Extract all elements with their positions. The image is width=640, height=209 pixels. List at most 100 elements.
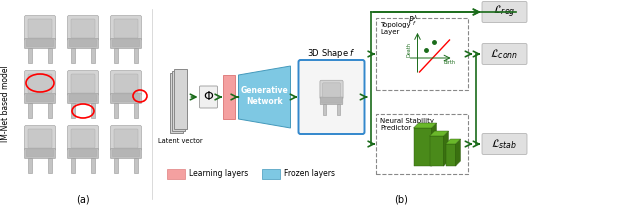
FancyBboxPatch shape — [28, 19, 52, 38]
FancyBboxPatch shape — [24, 38, 56, 48]
Text: Birth: Birth — [444, 60, 456, 65]
Polygon shape — [239, 66, 291, 128]
FancyBboxPatch shape — [47, 149, 51, 158]
FancyBboxPatch shape — [200, 86, 218, 108]
FancyBboxPatch shape — [90, 39, 93, 48]
Text: $\mathcal{L}_{stab}$: $\mathcal{L}_{stab}$ — [492, 137, 518, 151]
Text: Generative
Network: Generative Network — [241, 86, 289, 106]
FancyBboxPatch shape — [71, 158, 75, 173]
FancyBboxPatch shape — [24, 15, 56, 41]
Text: Frozen layers: Frozen layers — [284, 169, 335, 178]
FancyBboxPatch shape — [91, 103, 95, 118]
Polygon shape — [445, 139, 461, 144]
Text: Topology
Layer: Topology Layer — [381, 22, 411, 35]
FancyBboxPatch shape — [71, 129, 95, 148]
FancyBboxPatch shape — [320, 80, 343, 99]
FancyBboxPatch shape — [134, 94, 136, 103]
FancyBboxPatch shape — [70, 149, 97, 157]
Text: Neural Stability
Predictor: Neural Stability Predictor — [381, 118, 435, 131]
Polygon shape — [456, 139, 461, 166]
Text: $\Phi$: $\Phi$ — [203, 89, 214, 102]
FancyBboxPatch shape — [48, 48, 52, 63]
FancyBboxPatch shape — [90, 149, 93, 158]
FancyBboxPatch shape — [70, 94, 97, 102]
FancyBboxPatch shape — [167, 169, 185, 179]
Text: (b): (b) — [394, 194, 408, 204]
FancyBboxPatch shape — [24, 149, 56, 158]
FancyBboxPatch shape — [90, 94, 93, 103]
FancyBboxPatch shape — [72, 39, 76, 48]
FancyBboxPatch shape — [114, 129, 138, 148]
FancyBboxPatch shape — [67, 93, 99, 103]
FancyBboxPatch shape — [323, 83, 340, 97]
FancyBboxPatch shape — [322, 98, 341, 103]
FancyBboxPatch shape — [445, 144, 456, 166]
FancyBboxPatch shape — [47, 94, 51, 103]
FancyBboxPatch shape — [28, 129, 52, 148]
FancyBboxPatch shape — [482, 1, 527, 23]
FancyBboxPatch shape — [26, 149, 54, 157]
FancyBboxPatch shape — [29, 94, 33, 103]
Text: $\mathcal{L}_{reg}$: $\mathcal{L}_{reg}$ — [493, 4, 516, 20]
FancyBboxPatch shape — [134, 48, 138, 63]
Text: (a): (a) — [76, 194, 90, 204]
FancyBboxPatch shape — [134, 39, 136, 48]
FancyBboxPatch shape — [115, 94, 118, 103]
FancyBboxPatch shape — [26, 94, 54, 102]
FancyBboxPatch shape — [47, 39, 51, 48]
FancyBboxPatch shape — [28, 74, 52, 93]
FancyBboxPatch shape — [67, 149, 99, 158]
FancyBboxPatch shape — [72, 149, 76, 158]
FancyBboxPatch shape — [114, 103, 118, 118]
FancyBboxPatch shape — [71, 19, 95, 38]
FancyBboxPatch shape — [114, 74, 138, 93]
FancyBboxPatch shape — [67, 125, 99, 150]
FancyBboxPatch shape — [113, 40, 140, 46]
FancyBboxPatch shape — [67, 70, 99, 96]
FancyBboxPatch shape — [24, 70, 56, 96]
FancyBboxPatch shape — [29, 149, 33, 158]
FancyBboxPatch shape — [48, 158, 52, 173]
FancyBboxPatch shape — [91, 48, 95, 63]
FancyBboxPatch shape — [114, 48, 118, 63]
FancyBboxPatch shape — [111, 125, 141, 150]
FancyBboxPatch shape — [111, 15, 141, 41]
FancyBboxPatch shape — [134, 158, 138, 173]
FancyBboxPatch shape — [337, 104, 340, 115]
Text: Latent vector: Latent vector — [157, 138, 202, 144]
FancyBboxPatch shape — [113, 94, 140, 102]
Text: $P_f^{\lambda}$: $P_f^{\lambda}$ — [408, 13, 417, 28]
FancyBboxPatch shape — [115, 149, 118, 158]
FancyBboxPatch shape — [134, 149, 136, 158]
FancyBboxPatch shape — [173, 69, 186, 129]
FancyBboxPatch shape — [28, 158, 32, 173]
FancyBboxPatch shape — [323, 104, 326, 115]
FancyBboxPatch shape — [115, 39, 118, 48]
FancyBboxPatch shape — [114, 158, 118, 173]
FancyBboxPatch shape — [324, 98, 326, 104]
FancyBboxPatch shape — [114, 19, 138, 38]
FancyBboxPatch shape — [482, 43, 527, 65]
FancyBboxPatch shape — [111, 70, 141, 96]
FancyBboxPatch shape — [72, 94, 76, 103]
Text: IM-Net based model: IM-Net based model — [1, 66, 10, 142]
FancyBboxPatch shape — [172, 71, 184, 131]
FancyBboxPatch shape — [320, 97, 343, 104]
FancyBboxPatch shape — [71, 103, 75, 118]
Text: Learning layers: Learning layers — [189, 169, 248, 178]
FancyBboxPatch shape — [113, 149, 140, 157]
FancyBboxPatch shape — [223, 75, 234, 119]
Text: Death: Death — [406, 42, 412, 57]
Text: 3D Shape $f$: 3D Shape $f$ — [307, 47, 356, 60]
FancyBboxPatch shape — [67, 15, 99, 41]
FancyBboxPatch shape — [29, 39, 33, 48]
FancyBboxPatch shape — [67, 38, 99, 48]
FancyBboxPatch shape — [111, 93, 141, 103]
FancyBboxPatch shape — [482, 134, 527, 154]
FancyBboxPatch shape — [28, 48, 32, 63]
FancyBboxPatch shape — [24, 125, 56, 150]
FancyBboxPatch shape — [48, 103, 52, 118]
FancyBboxPatch shape — [429, 136, 444, 166]
Polygon shape — [444, 131, 449, 166]
FancyBboxPatch shape — [24, 93, 56, 103]
